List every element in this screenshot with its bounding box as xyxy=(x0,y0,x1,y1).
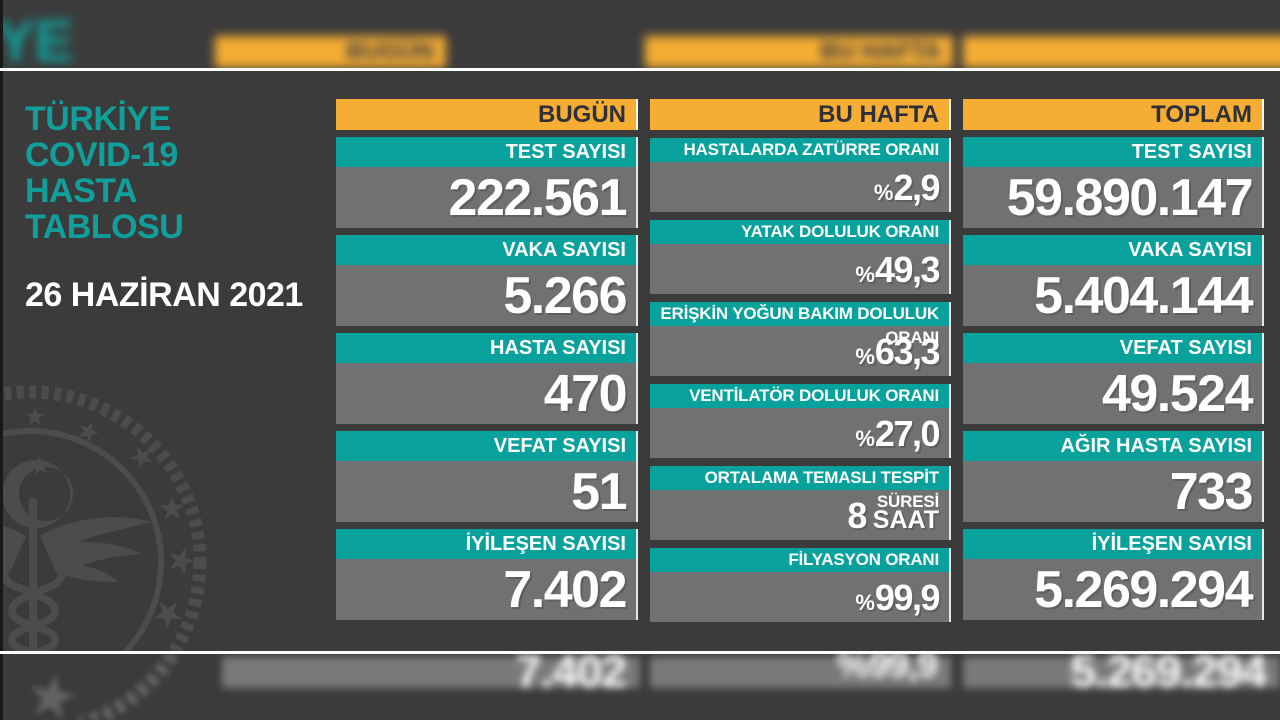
stat-card-hasta-sayisi-bugun: HASTA SAYISI 470 xyxy=(336,333,638,424)
blurred-number: 7.402 xyxy=(515,654,627,697)
stat-value: 5.404.144 xyxy=(963,265,1262,326)
blurred-header-bu-hafta: BU HAFTA xyxy=(645,36,953,68)
stat-number: 49,3 xyxy=(874,249,941,290)
blurred-value-filyasyon: %99,9 xyxy=(650,654,951,688)
stat-value: %27,0 xyxy=(650,408,949,458)
stat-label: ORTALAMA TEMASLI TESPİT SÜRESİ xyxy=(650,466,949,511)
top-blur-band: YE BUGÜN BU HAFTA xyxy=(0,0,1280,68)
stat-label: HASTALARDA ZATÜRRE ORANI xyxy=(650,138,949,162)
stat-value: %49,3 xyxy=(650,244,949,294)
stat-card-vefat-sayisi-bugun: VEFAT SAYISI 51 xyxy=(336,431,638,522)
percent-prefix: % xyxy=(855,426,875,451)
stat-value: 5.269.294 xyxy=(963,559,1262,620)
stat-label: VAKA SAYISI xyxy=(336,235,636,265)
blurred-title-fragment: YE xyxy=(0,9,74,68)
column-bugun: BUGÜN TEST SAYISI 222.561 VAKA SAYISI 5.… xyxy=(336,99,638,620)
stat-card-zaturre-orani: HASTALARDA ZATÜRRE ORANI %2,9 xyxy=(650,138,951,212)
stat-label: HASTA SAYISI xyxy=(336,333,636,363)
stat-value: 59.890.147 xyxy=(963,167,1262,228)
stat-card-agir-hasta-sayisi: AĞIR HASTA SAYISI 733 xyxy=(963,431,1264,522)
percent-prefix: % xyxy=(855,262,875,287)
stat-label: VEFAT SAYISI xyxy=(963,333,1262,363)
stat-card-filyasyon-orani: FİLYASYON ORANI %99,9 xyxy=(650,548,951,622)
stat-label: TEST SAYISI xyxy=(963,137,1262,167)
stat-number: 63,3 xyxy=(874,331,941,372)
stat-card-vaka-sayisi-bugun: VAKA SAYISI 5.266 xyxy=(336,235,638,326)
stat-card-temasli-tespit-suresi: ORTALAMA TEMASLI TESPİT SÜRESİ 8 SAAT xyxy=(650,466,951,540)
blurred-value-iyilesen: 7.402 xyxy=(222,654,640,697)
left-edge-strip xyxy=(0,0,3,720)
page-title: TÜRKİYE COVID-19 HASTA TABLOSU xyxy=(25,100,184,246)
stat-label: YATAK DOLULUK ORANI xyxy=(650,220,949,244)
stat-label: AĞIR HASTA SAYISI xyxy=(963,431,1262,461)
column-toplam: TOPLAM TEST SAYISI 59.890.147 VAKA SAYIS… xyxy=(963,99,1264,620)
stat-card-ventilator-doluluk: VENTİLATÖR DOLULUK ORANI %27,0 xyxy=(650,384,951,458)
percent-prefix: % xyxy=(855,344,875,369)
bottom-separator-line xyxy=(0,651,1280,654)
stat-label: ERİŞKİN YOĞUN BAKIM DOLULUK ORANI xyxy=(650,302,949,347)
stat-card-test-sayisi-bugun: TEST SAYISI 222.561 xyxy=(336,137,638,228)
page-title-line: TÜRKİYE xyxy=(25,100,171,138)
stat-card-yogun-bakim-doluluk: ERİŞKİN YOĞUN BAKIM DOLULUK ORANI %63,3 xyxy=(650,302,951,376)
page-title-line: TABLOSU xyxy=(25,208,184,246)
blurred-number: 5.269.294 xyxy=(1070,654,1267,697)
column-header-bu-hafta: BU HAFTA xyxy=(650,99,951,130)
stat-label: İYİLEŞEN SAYISI xyxy=(963,529,1262,559)
stat-value: 5.266 xyxy=(336,265,636,326)
stat-card-iyilesen-sayisi-toplam: İYİLEŞEN SAYISI 5.269.294 xyxy=(963,529,1264,620)
top-separator-line xyxy=(0,68,1280,71)
page-title-line: HASTA xyxy=(25,172,138,210)
stat-label: VAKA SAYISI xyxy=(963,235,1262,265)
stat-value: 222.561 xyxy=(336,167,636,228)
stat-label: TEST SAYISI xyxy=(336,137,636,167)
report-date: 26 HAZİRAN 2021 xyxy=(25,276,303,314)
stat-number: 8 xyxy=(847,495,867,536)
page-title-line: COVID-19 xyxy=(25,136,178,174)
percent-prefix: % xyxy=(855,590,875,615)
stat-number: 99,9 xyxy=(874,577,941,618)
stat-value: %63,3 xyxy=(650,326,949,376)
percent-prefix: % xyxy=(873,180,894,205)
blurred-header-toplam xyxy=(963,36,1280,68)
stat-value: 7.402 xyxy=(336,559,636,620)
stat-value: %2,9 xyxy=(650,162,949,212)
stat-value: 733 xyxy=(963,461,1262,522)
stat-label: VEFAT SAYISI xyxy=(336,431,636,461)
stat-card-vaka-sayisi-toplam: VAKA SAYISI 5.404.144 xyxy=(963,235,1264,326)
stat-value: 49.524 xyxy=(963,363,1262,424)
stat-value: 8 SAAT xyxy=(650,490,949,540)
stat-value: 51 xyxy=(336,461,636,522)
column-bu-hafta: BU HAFTA HASTALARDA ZATÜRRE ORANI %2,9 Y… xyxy=(650,99,951,622)
stat-value: 470 xyxy=(336,363,636,424)
stat-card-vefat-sayisi-toplam: VEFAT SAYISI 49.524 xyxy=(963,333,1264,424)
unit-suffix: SAAT xyxy=(865,506,939,534)
bottom-blur-band: 7.402 %99,9 5.269.294 xyxy=(0,654,1280,720)
blurred-emblem-fragment-icon xyxy=(30,654,182,720)
stat-number: 27,0 xyxy=(874,413,941,454)
blurred-number: %99,9 xyxy=(837,654,938,685)
stat-number: 2,9 xyxy=(893,167,940,208)
stat-label: FİLYASYON ORANI xyxy=(650,548,949,572)
stat-card-iyilesen-sayisi-bugun: İYİLEŞEN SAYISI 7.402 xyxy=(336,529,638,620)
stat-card-yatak-doluluk: YATAK DOLULUK ORANI %49,3 xyxy=(650,220,951,294)
stat-label: İYİLEŞEN SAYISI xyxy=(336,529,636,559)
column-header-toplam: TOPLAM xyxy=(963,99,1264,130)
stat-value: %99,9 xyxy=(650,572,949,622)
blurred-header-bugun: BUGÜN xyxy=(215,36,446,68)
blurred-value-iyilesen-toplam: 5.269.294 xyxy=(963,654,1280,697)
stat-label: VENTİLATÖR DOLULUK ORANI xyxy=(650,384,949,408)
column-header-bugun: BUGÜN xyxy=(336,99,638,130)
stat-card-test-sayisi-toplam: TEST SAYISI 59.890.147 xyxy=(963,137,1264,228)
